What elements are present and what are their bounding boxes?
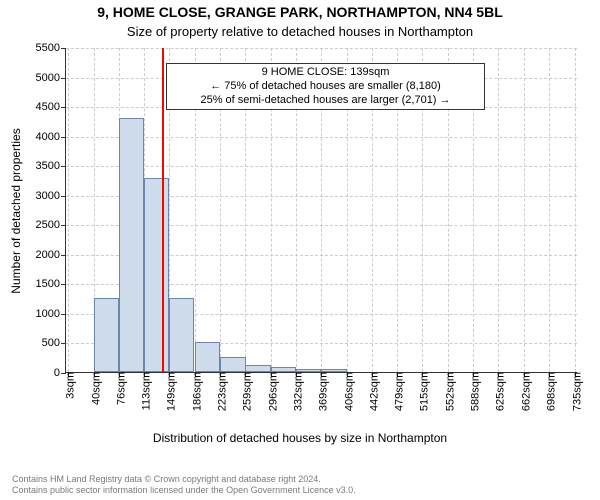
x-tick-label: 369sqm xyxy=(316,372,330,411)
histogram-bar xyxy=(220,357,245,372)
x-tick-label: 479sqm xyxy=(392,372,406,411)
histogram-bar xyxy=(271,367,296,372)
x-tick-label: 698sqm xyxy=(543,372,557,411)
y-tick-label: 5500 xyxy=(36,42,66,54)
histogram-bar xyxy=(119,118,144,372)
x-tick-label: 296sqm xyxy=(265,372,279,411)
histogram-bar xyxy=(169,298,194,372)
y-tick-label: 5000 xyxy=(36,72,66,84)
grid-line-v xyxy=(575,48,576,372)
x-tick-label: 259sqm xyxy=(240,372,254,411)
x-tick-label: 223sqm xyxy=(215,372,229,411)
chart-title: 9, HOME CLOSE, GRANGE PARK, NORTHAMPTON,… xyxy=(0,4,600,20)
footnote-line-2: Contains public sector information licen… xyxy=(12,485,356,496)
x-tick-label: 3sqm xyxy=(63,372,77,399)
grid-line-v xyxy=(498,48,499,372)
x-tick-label: 552sqm xyxy=(442,372,456,411)
x-tick-label: 442sqm xyxy=(366,372,380,411)
y-tick-label: 2000 xyxy=(36,249,66,261)
y-tick-label: 4500 xyxy=(36,101,66,113)
x-tick-label: 588sqm xyxy=(467,372,481,411)
y-tick-label: 1500 xyxy=(36,278,66,290)
plot-area: 0500100015002000250030003500400045005000… xyxy=(65,48,577,373)
grid-line-v xyxy=(68,48,69,372)
y-tick-label: 1000 xyxy=(36,308,66,320)
y-tick-label: 500 xyxy=(42,337,66,349)
annotation-box: 9 HOME CLOSE: 139sqm← 75% of detached ho… xyxy=(166,63,485,110)
x-tick-label: 515sqm xyxy=(417,372,431,411)
y-tick-label: 2500 xyxy=(36,219,66,231)
grid-line-v xyxy=(524,48,525,372)
x-axis-title: Distribution of detached houses by size … xyxy=(0,431,600,445)
x-tick-label: 113sqm xyxy=(139,372,153,410)
x-tick-label: 40sqm xyxy=(88,372,102,405)
annotation-line: 9 HOME CLOSE: 139sqm xyxy=(173,66,478,80)
histogram-bar xyxy=(195,342,220,372)
chart-container: 9, HOME CLOSE, GRANGE PARK, NORTHAMPTON,… xyxy=(0,0,600,500)
x-tick-label: 735sqm xyxy=(569,372,583,411)
y-tick-label: 4000 xyxy=(36,131,66,143)
histogram-bar xyxy=(321,369,346,372)
histogram-bar xyxy=(144,178,169,372)
footnote-line-1: Contains HM Land Registry data © Crown c… xyxy=(12,474,356,485)
grid-line-v xyxy=(549,48,550,372)
x-tick-label: 406sqm xyxy=(341,372,355,411)
y-axis-title: Number of detached properties xyxy=(9,128,23,293)
highlight-line xyxy=(162,48,164,372)
chart-subtitle: Size of property relative to detached ho… xyxy=(0,24,600,39)
x-tick-label: 332sqm xyxy=(290,372,304,411)
histogram-bar xyxy=(296,369,321,372)
footnote: Contains HM Land Registry data © Crown c… xyxy=(12,474,356,496)
annotation-line: 25% of semi-detached houses are larger (… xyxy=(173,94,478,108)
x-tick-label: 625sqm xyxy=(493,372,507,411)
x-tick-label: 662sqm xyxy=(519,372,533,411)
annotation-line: ← 75% of detached houses are smaller (8,… xyxy=(173,80,478,94)
histogram-bar xyxy=(245,365,270,372)
y-tick-label: 3000 xyxy=(36,190,66,202)
histogram-bar xyxy=(94,298,119,372)
x-tick-label: 149sqm xyxy=(164,372,178,411)
x-tick-label: 186sqm xyxy=(189,372,203,411)
y-tick-label: 3500 xyxy=(36,160,66,172)
x-tick-label: 76sqm xyxy=(113,372,127,405)
